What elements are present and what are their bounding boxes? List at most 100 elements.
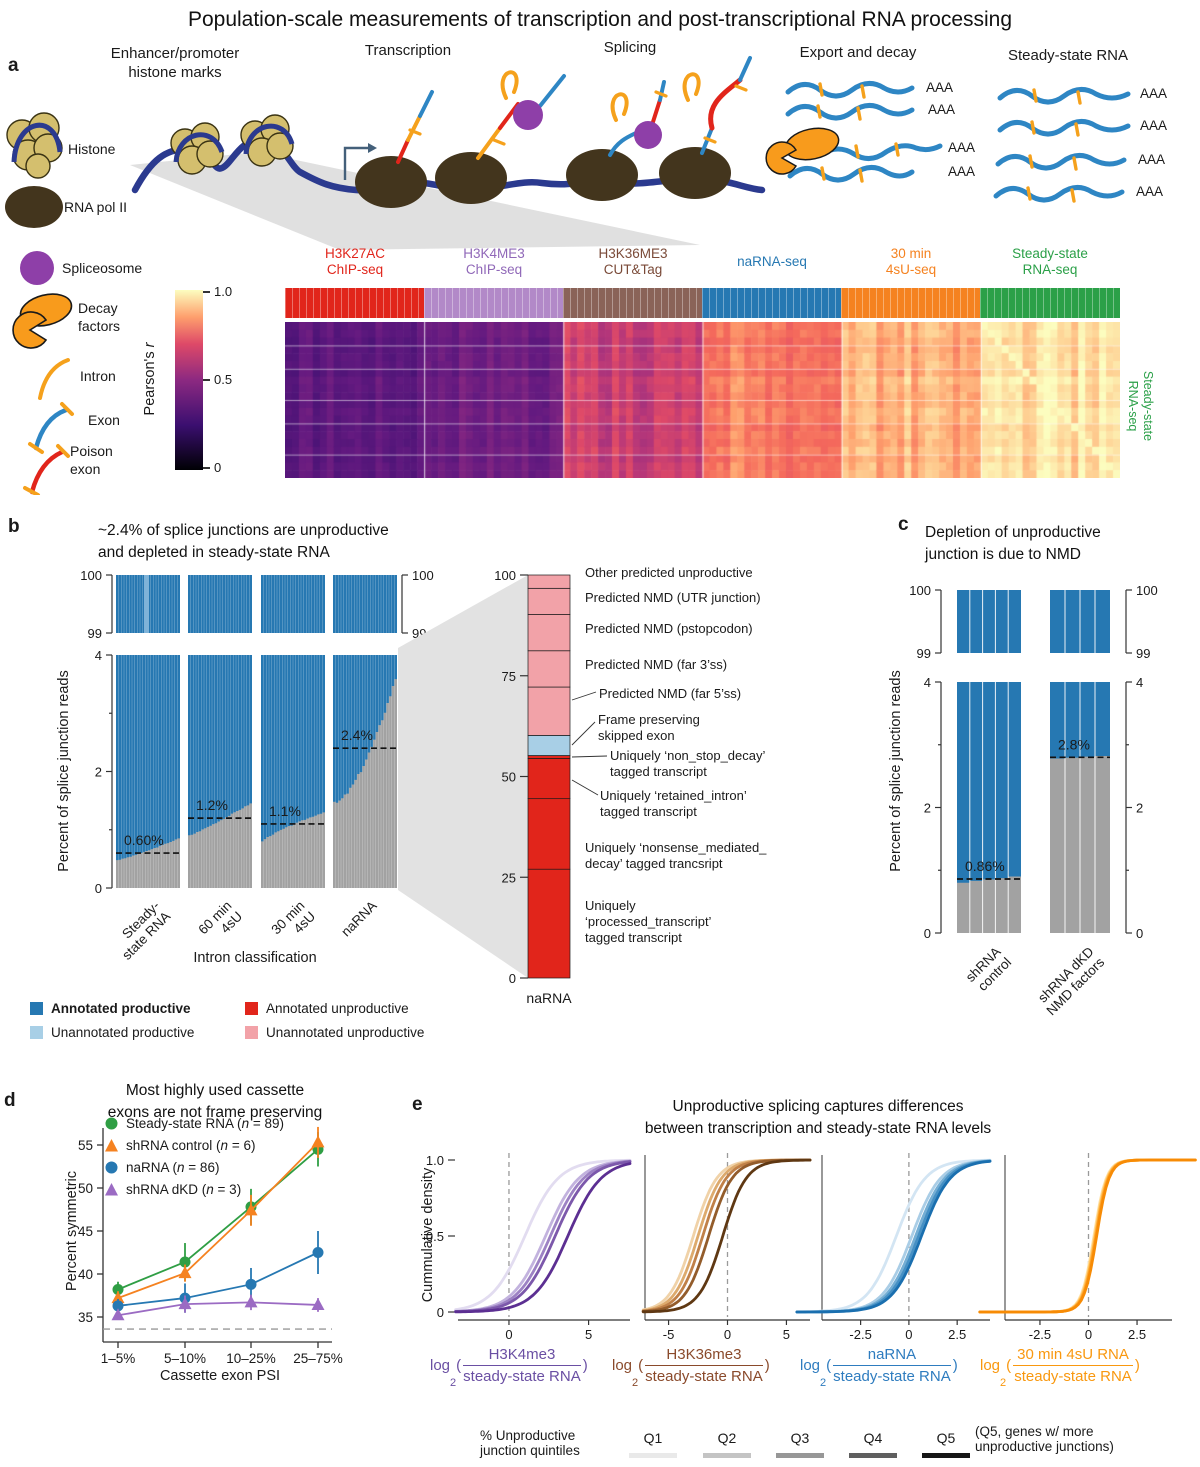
svg-text:2: 2 bbox=[95, 765, 102, 780]
legend-rna-pol-ii: RNA pol II bbox=[64, 199, 128, 215]
colorbar-label-05: 0.5 bbox=[214, 372, 233, 387]
panel-c-chart: 0.86% 2.8% 100 100 99 99 4 4 2 2 0 0 bbox=[909, 583, 1157, 941]
colorbar-axis-label: Pearson's r bbox=[142, 342, 158, 416]
stage-steady-state: Steady-state RNA bbox=[1007, 47, 1129, 64]
svg-text:10–25%: 10–25% bbox=[226, 1351, 276, 1366]
svg-text:0: 0 bbox=[724, 1327, 731, 1342]
formula-narna: log 2( naRNA steady-state RNA ) bbox=[800, 1346, 958, 1389]
svg-text:45: 45 bbox=[78, 1224, 93, 1239]
svg-text:AAA: AAA bbox=[928, 102, 955, 117]
intron-icon bbox=[38, 358, 70, 400]
svg-text:4: 4 bbox=[412, 648, 419, 663]
quintile-q3: Q3 bbox=[775, 1430, 825, 1458]
svg-text:AAA: AAA bbox=[948, 164, 975, 179]
quintile-q5: Q5 bbox=[921, 1430, 971, 1458]
panel-e-title: Unproductive splicing captures differenc… bbox=[644, 1098, 992, 1138]
poison-exon-icon bbox=[23, 444, 70, 495]
svg-text:5–10%: 5–10% bbox=[164, 1351, 206, 1366]
formula-4su: log 2( 30 min 4sU RNA steady-state RNA ) bbox=[980, 1346, 1140, 1389]
dna-wrap-2 bbox=[243, 123, 295, 155]
svg-text:2.5: 2.5 bbox=[1128, 1327, 1146, 1342]
legend-unannotated-productive: Unannotated productive bbox=[30, 1025, 194, 1040]
hm-strip-h3k4me3 bbox=[424, 288, 563, 318]
svg-text:2: 2 bbox=[412, 765, 419, 780]
legend-decay-factors: Decay factors bbox=[78, 300, 121, 334]
legend-shrna-dkd: shRNA dKD (n = 3) bbox=[104, 1182, 241, 1197]
colorbar-label-1: 1.0 bbox=[214, 284, 233, 299]
svg-text:100: 100 bbox=[1136, 583, 1158, 598]
hm-strip-steady bbox=[980, 288, 1120, 318]
svg-text:4: 4 bbox=[924, 675, 931, 690]
legend-steady-state-rna: Steady-state RNA (n = 89) bbox=[104, 1116, 284, 1131]
blue-circle-marker bbox=[105, 1161, 118, 1174]
nascent-transcript-1 bbox=[396, 90, 434, 164]
legend-poison-exon: Poison exon bbox=[70, 443, 113, 477]
q4-swatch bbox=[849, 1453, 897, 1458]
rna-pol-ii-icon bbox=[5, 186, 63, 228]
panel-b-xlabel: Intron classification bbox=[193, 950, 317, 966]
panel-d-ylabel: Percent symmetric bbox=[64, 1170, 80, 1292]
aaa-labels: AAA AAA AAA AAA AAA AAA AAA AAA bbox=[926, 80, 1167, 199]
svg-text:AAA: AAA bbox=[948, 140, 975, 155]
decay-factor bbox=[765, 127, 840, 175]
quintile-legend-label: % Unproductive junction quintiles bbox=[480, 1428, 580, 1458]
svg-text:0: 0 bbox=[95, 881, 102, 896]
svg-text:99: 99 bbox=[917, 646, 931, 661]
correlation-heatmap bbox=[285, 322, 1120, 478]
svg-text:0: 0 bbox=[1085, 1327, 1092, 1342]
panel-a-letter: a bbox=[8, 55, 19, 76]
spliceosome-2 bbox=[634, 121, 662, 149]
hm-strip-4su bbox=[841, 288, 980, 318]
hm-label-narna: naRNA-seq bbox=[737, 254, 807, 269]
swatch-unannotated-productive bbox=[30, 1026, 43, 1039]
legend-annotated-unproductive: Annotated unproductive bbox=[245, 1001, 409, 1016]
stage-export-decay: Export and decay bbox=[799, 44, 917, 61]
legend-exon: Exon bbox=[88, 412, 120, 428]
svg-text:2.5: 2.5 bbox=[948, 1327, 966, 1342]
colorbar-tick-mid bbox=[203, 379, 210, 381]
svg-text:0: 0 bbox=[1136, 926, 1143, 941]
purple-triangle-marker bbox=[105, 1183, 118, 1196]
hm-label-h3k36me3: H3K36ME3 CUT&Tag bbox=[598, 246, 668, 278]
colorbar-label-0: 0 bbox=[214, 460, 222, 475]
svg-text:100: 100 bbox=[412, 568, 434, 583]
svg-text:0: 0 bbox=[905, 1327, 912, 1342]
svg-text:-2.5: -2.5 bbox=[849, 1327, 871, 1342]
panel-e-chart: 1.00.500 5 -5 0 5 -2.5 0 2.5 -2.5 0 2.5 bbox=[426, 1153, 1197, 1342]
stage-splicing: Splicing bbox=[603, 39, 657, 56]
hm-label-4su: 30 min 4sU-seq bbox=[885, 246, 937, 278]
svg-text:1.2%: 1.2% bbox=[196, 797, 228, 813]
seg-nmd-utr: Predicted NMD (UTR junction) bbox=[585, 590, 761, 605]
hm-strip-h3k36me3 bbox=[563, 288, 702, 318]
seg-non-stop-decay: Uniquely ‘non_stop_decay’ tagged transcr… bbox=[610, 748, 766, 779]
legend-annotated-productive: Annotated productive bbox=[30, 1001, 191, 1016]
seg-processed-transcript: Uniquely ‘processed_transcript’ tagged t… bbox=[585, 898, 712, 945]
svg-text:0: 0 bbox=[505, 1327, 512, 1342]
panel-c-ylabel: Percent of splice junction reads bbox=[888, 670, 904, 872]
hm-label-steady: Steady-state RNA-seq bbox=[1012, 246, 1088, 278]
panel-e-ylabel: Cummulative density bbox=[420, 1167, 436, 1303]
quintile-legend-note: (Q5, genes w/ more unproductive junction… bbox=[975, 1424, 1114, 1454]
legend-shrna-control: shRNA control (n = 6) bbox=[104, 1138, 255, 1153]
svg-text:50: 50 bbox=[78, 1181, 93, 1196]
svg-text:4: 4 bbox=[95, 648, 102, 663]
pearson-colorbar bbox=[175, 290, 203, 470]
svg-text:99: 99 bbox=[1136, 646, 1150, 661]
quintile-q2: Q2 bbox=[702, 1430, 752, 1458]
svg-text:99: 99 bbox=[88, 626, 102, 641]
stacked-ylabel: Percent junction reads among other bbox=[472, 665, 488, 887]
swatch-annotated-productive bbox=[30, 1002, 43, 1015]
svg-text:50: 50 bbox=[502, 770, 516, 785]
seg-frame-preserving: Frame preserving skipped exon bbox=[598, 712, 700, 743]
xtick-shrna-control: shRNA control bbox=[962, 944, 1015, 994]
seg-retained-intron: Uniquely ‘retained_intron’ tagged transc… bbox=[600, 788, 747, 819]
svg-text:5: 5 bbox=[783, 1327, 790, 1342]
svg-text:AAA: AAA bbox=[1138, 152, 1165, 167]
steady-state-mrnas bbox=[993, 87, 1131, 203]
histone-icon bbox=[6, 112, 63, 179]
panel-b-chart: 0.60% 1.2% 1.1% 2.4% 100 100 99 99 4 4 2 2 0 0 bbox=[80, 568, 433, 896]
svg-text:0.86%: 0.86% bbox=[965, 858, 1005, 874]
seg-nmd-pstopcodon: Predicted NMD (pstopcodon) bbox=[585, 621, 753, 636]
decay-factors-icon bbox=[12, 293, 73, 349]
